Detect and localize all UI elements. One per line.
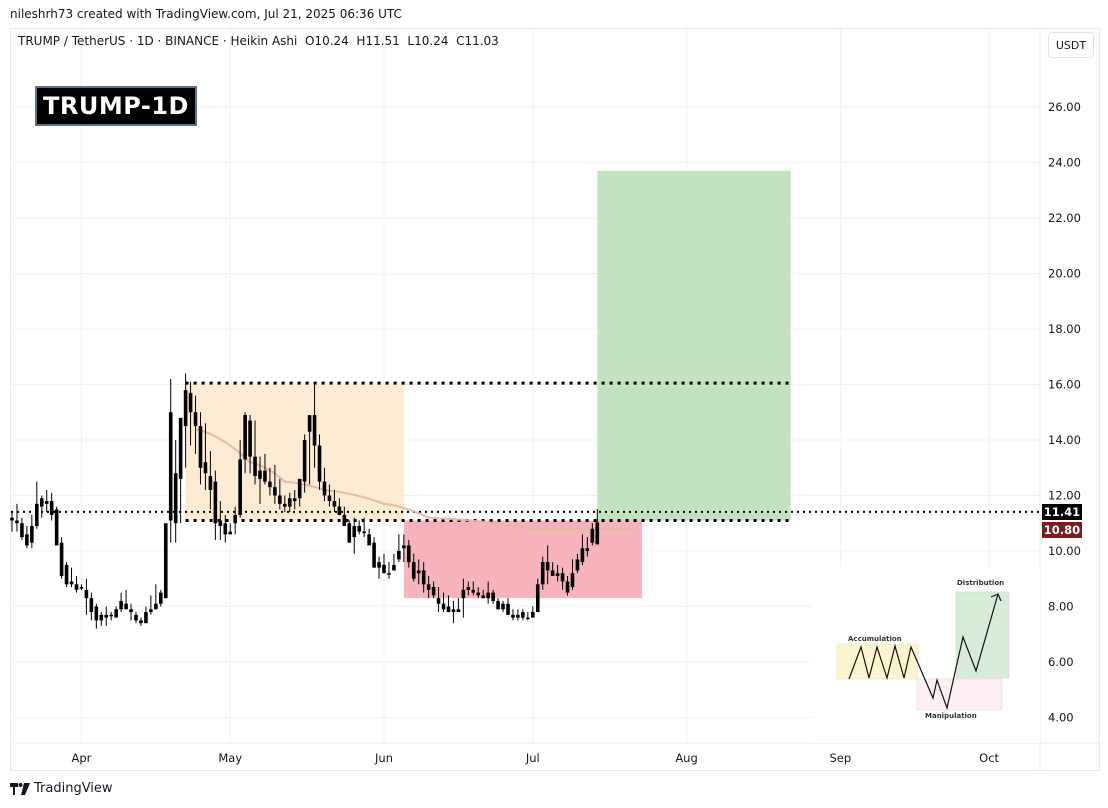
ema-price-tag: 10.80 xyxy=(1042,522,1082,538)
candles xyxy=(10,373,600,629)
svg-text:Manipulation: Manipulation xyxy=(925,712,977,720)
chart-frame xyxy=(10,28,1100,771)
svg-text:Jun: Jun xyxy=(374,751,393,765)
svg-text:Apr: Apr xyxy=(71,751,91,765)
svg-text:26.00: 26.00 xyxy=(1048,100,1081,114)
svg-text:22.00: 22.00 xyxy=(1048,211,1081,225)
amd-inset-diagram: Accumulation Manipulation Distribution xyxy=(811,566,1040,743)
distribution-target-zone xyxy=(597,170,791,521)
symbol-legend: TRUMP / TetherUS · 1D · BINANCE · Heikin… xyxy=(18,34,499,48)
tradingview-brand-label: TradingView xyxy=(34,781,113,796)
svg-text:4.00: 4.00 xyxy=(1048,711,1074,725)
svg-text:18.00: 18.00 xyxy=(1048,322,1081,336)
svg-text:Aug: Aug xyxy=(675,751,697,765)
svg-text:6.00: 6.00 xyxy=(1048,655,1074,669)
trump-1d-badge: TRUMP-1D xyxy=(35,86,197,126)
chart-credit: nileshrh73 created with TradingView.com,… xyxy=(10,7,402,21)
svg-text:24.00: 24.00 xyxy=(1048,156,1081,170)
svg-text:12.00: 12.00 xyxy=(1048,489,1081,503)
currency-button[interactable]: USDT xyxy=(1048,32,1094,58)
svg-text:10.00: 10.00 xyxy=(1048,544,1081,558)
levels xyxy=(11,381,1040,522)
price-axis[interactable]: 26.00 24.00 22.00 20.00 18.00 16.00 14.00 12.00… xyxy=(1048,100,1081,725)
svg-text:20.00: 20.00 xyxy=(1048,267,1081,281)
zones xyxy=(185,170,791,599)
last-price-tag: 11.41 xyxy=(1042,504,1082,520)
svg-text:Distribution: Distribution xyxy=(957,579,1004,587)
svg-text:8.00: 8.00 xyxy=(1048,600,1074,614)
svg-text:Jul: Jul xyxy=(525,751,540,765)
svg-text:16.00: 16.00 xyxy=(1048,378,1081,392)
svg-text:Sep: Sep xyxy=(829,751,851,765)
svg-text:May: May xyxy=(218,751,242,765)
svg-text:Oct: Oct xyxy=(979,751,999,765)
ema-line xyxy=(195,427,632,530)
time-axis[interactable]: Apr May Jun Jul Aug Sep Oct xyxy=(71,751,999,765)
svg-text:Accumulation: Accumulation xyxy=(848,635,902,643)
svg-text:14.00: 14.00 xyxy=(1048,433,1081,447)
manipulation-range-zone xyxy=(403,520,642,599)
tradingview-logo-icon xyxy=(10,782,30,795)
tradingview-brand[interactable]: TradingView xyxy=(10,781,113,796)
